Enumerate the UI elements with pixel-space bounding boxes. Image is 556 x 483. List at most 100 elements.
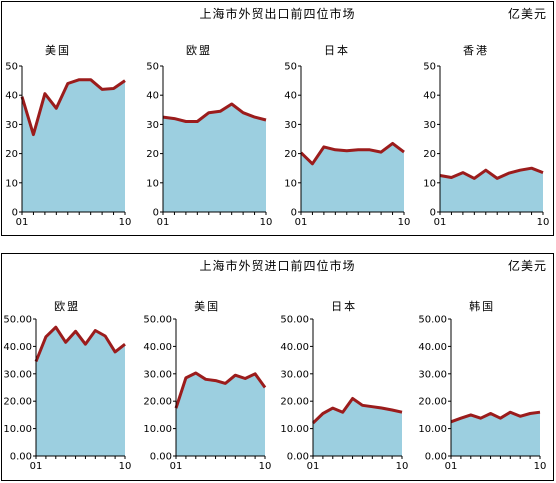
series-line [311,397,403,425]
area-fill [163,104,266,212]
x-tick-label: 01 [445,461,458,472]
area-fill [301,143,404,212]
series-line [20,78,126,137]
x-tick-label: 10 [119,461,132,472]
y-tick-label: 0.00 [425,452,447,463]
small-chart-2: 0.00 10.00 20.00 30.00 40.00 50.00 01 10 美国 [143,300,271,472]
series-line [439,166,544,180]
y-tick-label: 50 [5,62,18,73]
chart-name-label: 美国 [45,44,71,57]
y-tick-label: 20 [146,149,159,160]
y-tick-label: 40.00 [280,342,309,353]
y-tick-label: 50 [146,62,159,73]
import-small-multiples-chart: 0.00 10.00 20.00 30.00 40.00 50.00 01 10 欧盟 0.00 1… [3,299,546,472]
y-tick-label: 40 [146,91,159,102]
y-tick-label: 30.00 [3,369,32,380]
series-line [34,325,126,363]
y-tick-label: 30.00 [280,369,309,380]
y-tick-label: 50 [284,62,297,73]
y-tick-label: 0.00 [150,452,172,463]
y-tick-label: 20.00 [143,397,172,408]
y-tick-label: 10.00 [280,424,309,435]
small-chart-1: 0.00 10.00 20.00 30.00 40.00 50.00 01 10 欧盟 [3,300,131,472]
y-tick-label: 0.00 [287,452,309,463]
x-tick-label: 01 [170,461,183,472]
x-tick-label: 10 [396,461,409,472]
y-tick-label: 40.00 [418,342,447,353]
y-tick-label: 20.00 [418,397,447,408]
x-tick-label: 10 [119,217,132,228]
y-tick-label: 30 [423,120,436,131]
y-tick-label: 10 [284,178,297,189]
y-tick-label: 20 [423,149,436,160]
y-tick-label: 0 [430,208,436,219]
y-tick-label: 0.00 [10,452,32,463]
small-chart-1: 0 10 20 30 40 50 01 10 美国 [5,44,131,228]
x-tick-label: 01 [434,217,447,228]
y-tick-label: 10 [423,178,436,189]
unit-label: 亿美元 [507,259,547,273]
y-tick-label: 10 [5,178,18,189]
y-tick-label: 50 [423,62,436,73]
y-tick-label: 30 [5,120,18,131]
series-line [174,371,267,409]
x-tick-label: 10 [260,217,273,228]
y-tick-label: 0 [153,208,159,219]
y-tick-label: 40.00 [143,342,172,353]
y-tick-label: 40 [423,91,436,102]
y-tick-label: 0 [12,208,18,219]
y-tick-label: 10.00 [3,424,32,435]
y-tick-label: 30.00 [143,369,172,380]
small-chart-2: 0 10 20 30 40 50 01 10 欧盟 [146,44,272,228]
x-tick-label: 01 [295,217,308,228]
y-tick-label: 40.00 [3,342,32,353]
y-tick-label: 30 [146,120,159,131]
unit-label: 亿美元 [507,7,547,21]
area-fill [22,79,125,212]
import-markets-panel: 上海市外贸进口前四位市场 亿美元 0.00 10.00 20.00 30.00 40.0… [1,253,554,481]
area-fill [440,168,543,212]
area-fill [176,373,265,456]
area-fill [313,398,402,456]
chart-name-label: 美国 [194,300,220,313]
series-line [299,141,405,166]
y-tick-label: 50.00 [280,315,309,326]
y-tick-label: 30.00 [418,369,447,380]
y-tick-label: 0 [291,208,297,219]
chart-name-label: 欧盟 [54,300,80,313]
chart-name-label: 欧盟 [186,44,212,57]
y-tick-label: 20.00 [3,397,32,408]
x-tick-label: 01 [157,217,170,228]
y-tick-label: 20 [5,149,18,160]
y-tick-label: 40 [5,91,18,102]
chart-name-label: 日本 [331,299,357,313]
y-tick-label: 20 [284,149,297,160]
y-tick-label: 50.00 [143,315,172,326]
series-line [450,410,541,424]
y-tick-label: 50.00 [418,315,447,326]
area-fill [451,412,540,456]
y-tick-label: 40 [284,91,297,102]
x-tick-label: 01 [307,461,320,472]
x-tick-label: 10 [537,217,550,228]
small-chart-3: 0.00 10.00 20.00 30.00 40.00 50.00 01 10 日本 [280,299,408,472]
small-chart-4: 0 10 20 30 40 50 01 10 香港 [423,44,549,228]
y-tick-label: 10 [146,178,159,189]
chart-name-label: 日本 [324,43,350,57]
y-tick-label: 50.00 [3,315,32,326]
small-chart-3: 0 10 20 30 40 50 01 10 日本 [284,43,410,228]
y-tick-label: 30 [284,120,297,131]
y-tick-label: 20.00 [280,397,309,408]
panel-title: 上海市外贸进口前四位市场 [199,259,356,273]
x-tick-label: 01 [30,461,43,472]
chart-name-label: 香港 [463,44,489,57]
area-fill [36,327,125,456]
panel-title: 上海市外贸出口前四位市场 [199,7,356,21]
x-tick-label: 01 [16,217,29,228]
y-tick-label: 10.00 [418,424,447,435]
x-tick-label: 10 [398,217,411,228]
x-tick-label: 10 [259,461,272,472]
small-chart-4: 0.00 10.00 20.00 30.00 40.00 50.00 01 10 韩国 [418,299,546,472]
y-tick-label: 10.00 [143,424,172,435]
